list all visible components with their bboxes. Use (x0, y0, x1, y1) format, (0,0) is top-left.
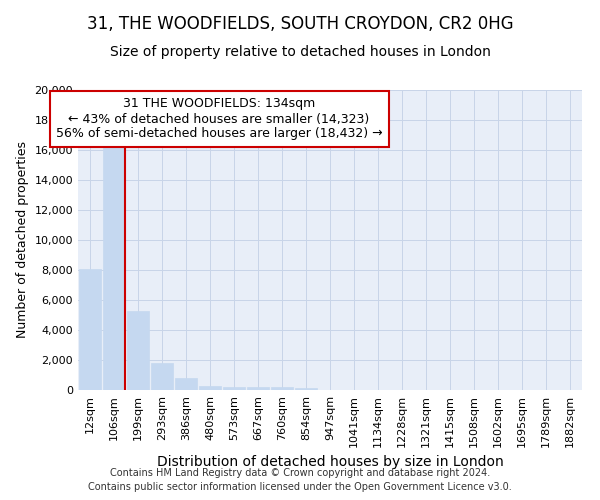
Text: 31, THE WOODFIELDS, SOUTH CROYDON, CR2 0HG: 31, THE WOODFIELDS, SOUTH CROYDON, CR2 0… (86, 15, 514, 33)
Text: Size of property relative to detached houses in London: Size of property relative to detached ho… (110, 45, 490, 59)
Bar (151, 362, 173, 390)
Text: Contains public sector information licensed under the Open Government Licence v3: Contains public sector information licen… (88, 482, 512, 492)
Bar (199, 386, 221, 390)
Bar (127, 310, 149, 390)
Bar (175, 378, 197, 390)
X-axis label: Distribution of detached houses by size in London: Distribution of detached houses by size … (157, 456, 503, 469)
Bar (295, 388, 317, 390)
Bar (103, 141, 125, 390)
Y-axis label: Number of detached properties: Number of detached properties (16, 142, 29, 338)
Bar (247, 387, 269, 390)
Bar (79, 269, 101, 390)
Bar (271, 387, 293, 390)
Text: 31 THE WOODFIELDS: 134sqm
← 43% of detached houses are smaller (14,323)
56% of s: 31 THE WOODFIELDS: 134sqm ← 43% of detac… (56, 98, 382, 140)
Bar (223, 387, 245, 390)
Text: Contains HM Land Registry data © Crown copyright and database right 2024.: Contains HM Land Registry data © Crown c… (110, 468, 490, 477)
